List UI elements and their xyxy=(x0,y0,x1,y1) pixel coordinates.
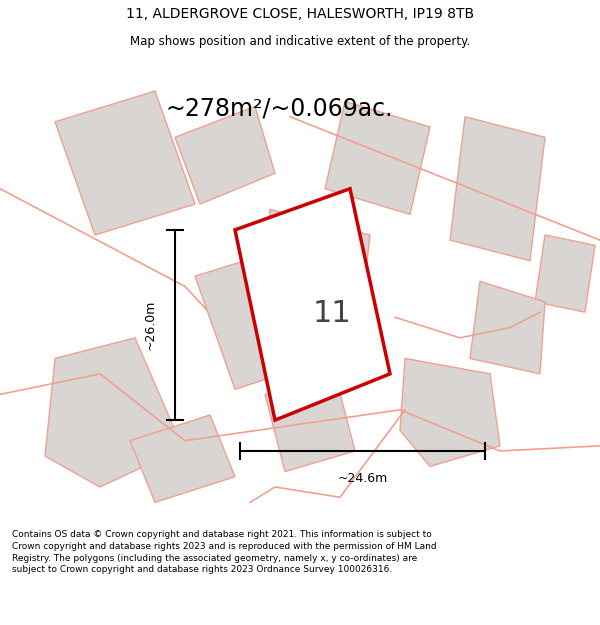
Polygon shape xyxy=(535,235,595,312)
Text: 11, ALDERGROVE CLOSE, HALESWORTH, IP19 8TB: 11, ALDERGROVE CLOSE, HALESWORTH, IP19 8… xyxy=(126,7,474,21)
Polygon shape xyxy=(195,245,330,389)
Polygon shape xyxy=(265,209,370,322)
Polygon shape xyxy=(400,358,500,466)
Polygon shape xyxy=(45,338,175,487)
Polygon shape xyxy=(265,374,355,471)
Text: ~24.6m: ~24.6m xyxy=(337,471,388,484)
Text: ~26.0m: ~26.0m xyxy=(144,300,157,350)
Polygon shape xyxy=(235,189,390,420)
Text: ~278m²/~0.069ac.: ~278m²/~0.069ac. xyxy=(165,96,392,120)
Polygon shape xyxy=(470,281,545,374)
Text: Contains OS data © Crown copyright and database right 2021. This information is : Contains OS data © Crown copyright and d… xyxy=(12,530,437,574)
Polygon shape xyxy=(325,101,430,214)
Polygon shape xyxy=(175,106,275,204)
Text: Map shows position and indicative extent of the property.: Map shows position and indicative extent… xyxy=(130,35,470,48)
Polygon shape xyxy=(450,117,545,261)
Text: 11: 11 xyxy=(313,299,352,328)
Polygon shape xyxy=(130,415,235,502)
Polygon shape xyxy=(55,91,195,235)
